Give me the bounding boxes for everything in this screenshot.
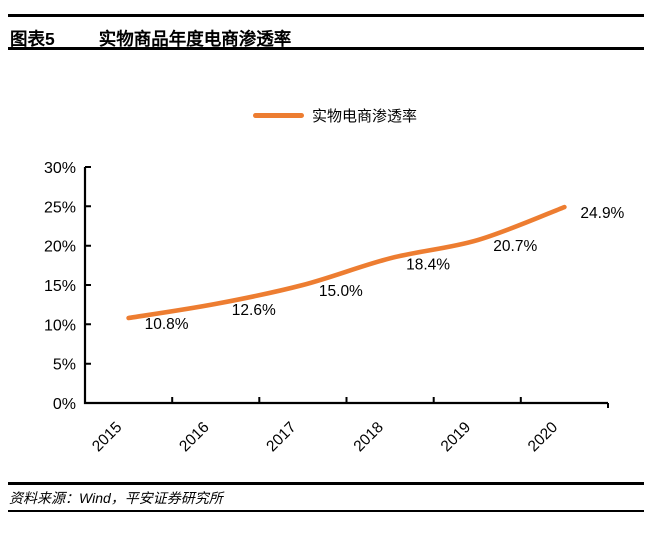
x-tick-label: 2015 xyxy=(89,419,125,455)
data-label: 18.4% xyxy=(406,256,450,273)
figure-title: 实物商品年度电商渗透率 xyxy=(98,29,292,49)
y-tick-label: 20% xyxy=(44,239,76,256)
y-tick-label: 25% xyxy=(44,199,76,216)
footer-top-rule xyxy=(8,482,644,485)
legend-label: 实物电商渗透率 xyxy=(311,108,417,125)
x-tick-label: 2020 xyxy=(525,419,562,456)
data-label: 12.6% xyxy=(232,302,276,319)
y-tick-label: 10% xyxy=(44,317,76,334)
y-tick-label: 5% xyxy=(53,357,76,374)
data-label: 24.9% xyxy=(580,205,624,222)
data-label: 15.0% xyxy=(319,283,363,300)
x-tick-label: 2019 xyxy=(438,419,474,455)
y-tick-label: 30% xyxy=(44,160,76,177)
source-note: 资料来源：Wind，平安证券研究所 xyxy=(9,490,223,506)
series-line xyxy=(126,204,567,321)
figure-number: 图表5 xyxy=(10,29,55,49)
axis-ticks xyxy=(85,166,609,408)
x-tick-label: 2018 xyxy=(351,419,387,455)
data-label: 10.8% xyxy=(145,316,189,333)
legend-swatch xyxy=(252,113,304,118)
y-tick-label: 0% xyxy=(53,396,76,413)
header-bottom-rule xyxy=(8,47,644,50)
y-tick-label: 15% xyxy=(44,278,76,295)
footer-bottom-rule xyxy=(8,510,644,512)
chart-legend: 实物电商渗透率 xyxy=(0,105,670,126)
figure-title-row: 图表5 实物商品年度电商渗透率 xyxy=(10,26,291,51)
x-tick-label: 2016 xyxy=(176,419,212,455)
header-top-rule xyxy=(8,14,644,17)
x-tick-label: 2017 xyxy=(263,419,299,455)
data-label: 20.7% xyxy=(493,238,537,255)
